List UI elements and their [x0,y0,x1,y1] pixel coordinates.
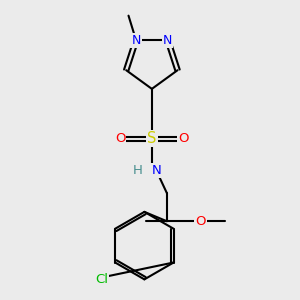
Text: O: O [195,215,206,228]
Text: N: N [152,164,161,177]
Text: O: O [115,132,125,145]
Text: O: O [178,132,189,145]
Text: H: H [133,164,142,177]
Text: N: N [163,34,172,46]
Text: N: N [131,34,141,46]
Text: Cl: Cl [95,273,108,286]
Text: S: S [147,131,157,146]
